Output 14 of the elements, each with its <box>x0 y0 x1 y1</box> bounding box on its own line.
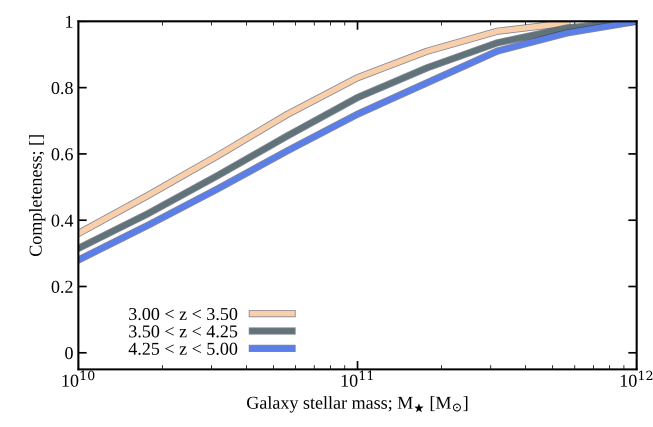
y-tick-label: 0.4 <box>52 214 74 227</box>
x-axis-title: Galaxy stellar mass; M$_{★}$ [M$_{⊙}$] <box>247 396 468 413</box>
legend-label: 4.25 < z < 5.00 <box>128 342 238 355</box>
x-tick-label: 10$^{11}$ <box>342 370 373 387</box>
y-tick-label: 0.2 <box>52 280 73 294</box>
y-tick-label: 0.8 <box>52 82 73 94</box>
x-tick-label: 10$^{12}$ <box>620 370 652 387</box>
legend-label: 3.50 < z < 4.25 <box>129 325 238 338</box>
x-tick-label: 10$^{10}$ <box>62 370 94 387</box>
y-tick-label: 0 <box>65 347 73 360</box>
y-axis-title: Completeness; [] <box>29 135 46 256</box>
y-tick-label: 1 <box>66 16 72 28</box>
y-tick-label: 0.6 <box>52 148 73 160</box>
legend-label: 3.00 < z < 3.50 <box>129 308 238 320</box>
